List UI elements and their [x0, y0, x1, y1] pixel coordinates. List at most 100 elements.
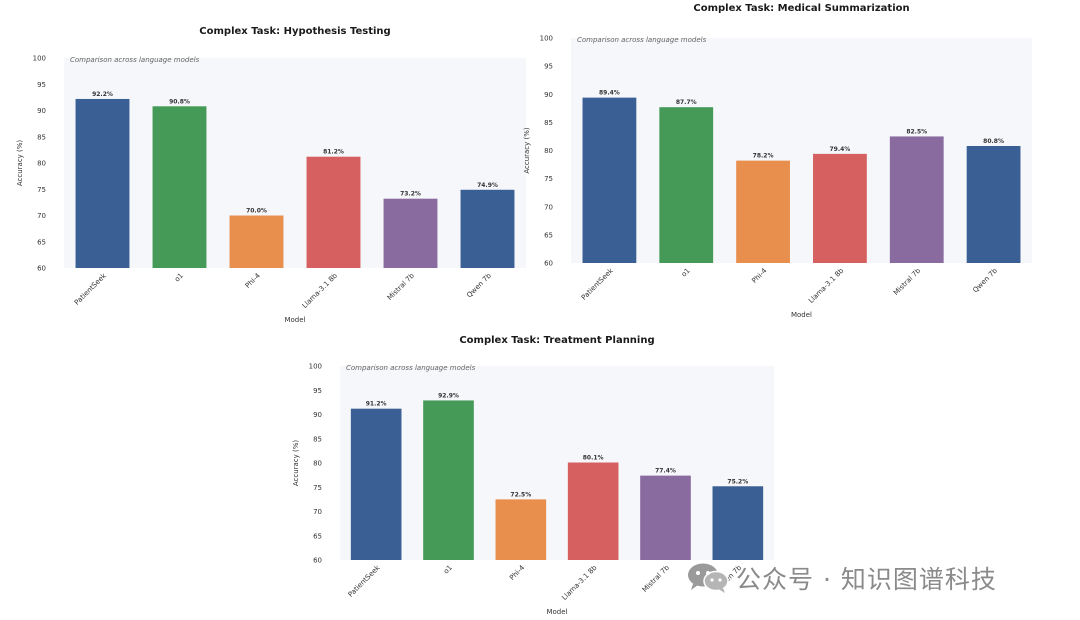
y-tick-label: 85 — [37, 133, 46, 141]
bar — [567, 462, 619, 560]
bar-value-label: 91.2% — [366, 401, 387, 408]
chart-treatment-planning: Complex Task: Treatment Planning Comparis… — [290, 330, 790, 620]
bar-value-label: 89.4% — [599, 90, 620, 97]
y-tick-label: 95 — [544, 63, 553, 71]
y-tick-label: 60 — [37, 265, 46, 273]
y-tick-label: 70 — [313, 508, 322, 516]
bar-value-label: 92.2% — [92, 91, 113, 98]
bar-value-label: 74.9% — [477, 182, 498, 189]
x-tick-label: Phi-4 — [508, 563, 526, 581]
bar — [75, 98, 130, 268]
y-tick-label: 100 — [309, 363, 322, 371]
x-tick-label: o1 — [173, 272, 185, 284]
bar — [813, 153, 867, 263]
bar — [889, 136, 944, 263]
bar-value-label: 78.2% — [753, 153, 774, 160]
x-tick-label: Llama-3.1 8b — [807, 266, 846, 305]
y-tick-label: 80 — [37, 160, 46, 168]
bar-value-label: 81.2% — [323, 149, 344, 156]
x-tick-label: Mistral 7b — [386, 271, 417, 302]
bar — [966, 146, 1021, 263]
bar-value-label: 72.5% — [510, 491, 531, 498]
y-tick-label: 65 — [544, 231, 553, 239]
bar-value-label: 79.4% — [830, 146, 851, 153]
x-axis-label: Model — [791, 311, 812, 319]
bar — [582, 97, 637, 263]
chart-svg: Complex Task: Treatment Planning Comparis… — [292, 335, 774, 616]
y-axis-label: Accuracy (%) — [16, 140, 24, 187]
bar — [712, 486, 764, 560]
y-tick-label: 75 — [544, 175, 553, 183]
plot-area — [64, 58, 526, 268]
y-axis-label: Accuracy (%) — [292, 440, 300, 487]
bar — [659, 107, 714, 263]
bar-value-label: 80.8% — [983, 138, 1004, 145]
chart-svg: Complex Task: Medical Summarization Compa… — [523, 3, 1032, 319]
x-tick-label: Phi-4 — [244, 271, 262, 289]
y-tick-label: 65 — [37, 238, 46, 246]
chart-title: Complex Task: Medical Summarization — [693, 3, 909, 14]
bar-value-label: 73.2% — [400, 191, 421, 198]
bar-value-label: 92.9% — [438, 392, 459, 399]
y-tick-label: 60 — [313, 557, 322, 565]
bar — [736, 160, 790, 263]
bar-value-label: 82.5% — [906, 128, 927, 135]
bar — [460, 189, 515, 268]
chart-medical-summarization: Complex Task: Medical Summarization Compa… — [523, 0, 1080, 330]
y-tick-label: 80 — [544, 147, 553, 155]
y-tick-label: 95 — [37, 81, 46, 89]
y-tick-label: 75 — [313, 484, 322, 492]
plot-area — [571, 38, 1032, 263]
y-tick-label: 75 — [37, 186, 46, 194]
y-tick-label: 90 — [544, 91, 553, 99]
wechat-icon — [688, 563, 729, 593]
bar — [152, 106, 207, 268]
bar — [350, 408, 402, 560]
watermark-text: 公众号 · 知识图谱科技 — [736, 565, 997, 594]
x-tick-label: PatientSeek — [580, 266, 616, 302]
bar — [640, 475, 691, 560]
chart-title: Complex Task: Hypothesis Testing — [199, 26, 390, 37]
x-tick-label: Phi-4 — [750, 266, 768, 284]
bar — [383, 198, 438, 268]
x-tick-label: Llama-3.1 8b — [301, 271, 340, 310]
x-tick-label: Qwen 7b — [971, 266, 999, 294]
chart-title: Complex Task: Treatment Planning — [459, 335, 654, 346]
x-tick-label: PatientSeek — [73, 271, 109, 307]
chart-subtitle: Comparison across language models — [70, 56, 200, 64]
bar-value-label: 77.4% — [655, 468, 676, 475]
y-tick-label: 90 — [37, 107, 46, 115]
bar-value-label: 80.1% — [583, 455, 604, 462]
bar-value-label: 70.0% — [246, 208, 267, 215]
bar-value-label: 75.2% — [727, 478, 748, 485]
chart-subtitle: Comparison across language models — [346, 364, 476, 372]
y-tick-label: 95 — [313, 387, 322, 395]
bar — [495, 499, 547, 560]
bar — [229, 215, 284, 268]
x-axis-label: Model — [546, 608, 567, 616]
plot-area — [340, 366, 774, 560]
y-tick-label: 85 — [313, 435, 322, 443]
y-tick-label: 60 — [544, 260, 553, 268]
bar-value-label: 87.7% — [676, 99, 697, 106]
x-tick-label: o1 — [680, 267, 692, 279]
bar-value-label: 90.8% — [169, 98, 190, 105]
chart-hypothesis-testing: Complex Task: Hypothesis Testing Comparis… — [0, 0, 540, 330]
y-tick-label: 100 — [33, 55, 46, 63]
x-tick-label: PatientSeek — [347, 563, 383, 599]
y-tick-label: 100 — [540, 35, 553, 43]
y-tick-label: 70 — [544, 203, 553, 211]
x-tick-label: Mistral 7b — [892, 266, 923, 297]
chart-svg: Complex Task: Hypothesis Testing Comparis… — [16, 26, 526, 324]
y-tick-label: 70 — [37, 212, 46, 220]
y-tick-label: 80 — [313, 460, 322, 468]
watermark: 公众号 · 知识图谱科技 — [686, 560, 997, 596]
chart-subtitle: Comparison across language models — [577, 36, 707, 44]
bar — [306, 156, 361, 268]
y-tick-label: 90 — [313, 411, 322, 419]
bar — [423, 400, 474, 560]
y-tick-label: 85 — [544, 119, 553, 127]
y-tick-label: 65 — [313, 532, 322, 540]
x-tick-label: Llama-3.1 8b — [560, 563, 599, 602]
x-tick-label: Qwen 7b — [465, 271, 493, 299]
